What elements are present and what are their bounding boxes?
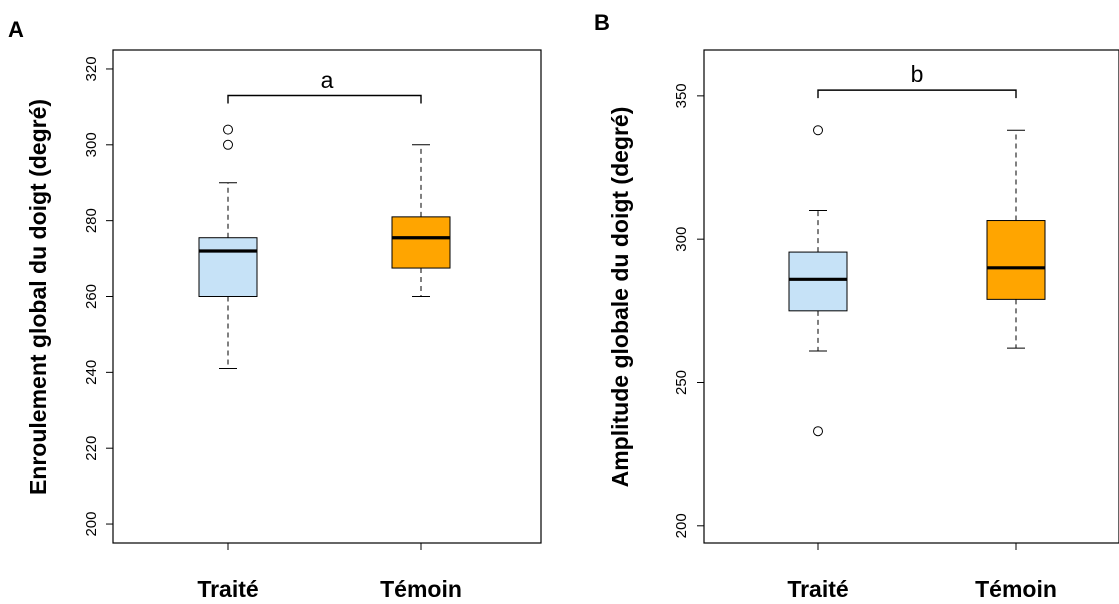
panel-a-significance-bracket [227,94,422,104]
panel-a-y-tick-label: 300 [83,132,100,157]
panel-b-y-tick-label: 200 [673,513,690,538]
panel-a-plot-frame [112,49,542,544]
panel-a-y-tick-label: 220 [83,436,100,461]
panel-a-plot: 200 220 240 260 280 300 320 [83,49,542,550]
panel-b-traite-box [788,251,848,312]
panel-a-traite-box [198,237,258,298]
panel-b-x-label-temoin: Témoin [975,576,1057,602]
panel-b-y-tick-label: 250 [673,370,690,395]
panel-b-traite-outlier [813,426,823,437]
panel-b-y-tick-label: 350 [673,83,690,108]
panel-a-y-tick-label: 200 [83,512,100,537]
panel-a-y-axis-title: Enroulement global du doigt (degré) [25,99,51,495]
panel-a-traite-outlier [223,139,233,150]
panel-a-y-tick-label: 320 [83,56,100,81]
panel-a-letter: A [8,17,24,42]
panel-b-traite-outlier [813,125,823,136]
panel-a-x-label-traite: Traité [197,576,258,602]
panel-a-significance-label: a [321,67,334,93]
panel-b-letter: B [594,10,610,35]
panel-a-temoin-box [391,216,451,269]
panel-a-y-tick-label: 280 [83,208,100,233]
panel-b-x-label-traite: Traité [787,576,848,602]
panel-b-significance-label: b [911,61,924,87]
panel-b-plot-frame [703,49,1119,544]
panel-a-y-tick-label: 260 [83,284,100,309]
panel-a-y-tick-label: 240 [83,360,100,385]
panel-b-temoin-box [986,220,1046,300]
panel-b-plot: 200 250 300 350 [673,49,1119,550]
panel-b-y-axis-title: Amplitude globale du doigt (degré) [607,107,633,488]
panel-b-y-tick-label: 300 [673,227,690,252]
panel-b-significance-bracket [817,89,1017,99]
panel-a-traite-outlier [223,124,233,135]
panel-a-x-label-temoin: Témoin [380,576,462,602]
